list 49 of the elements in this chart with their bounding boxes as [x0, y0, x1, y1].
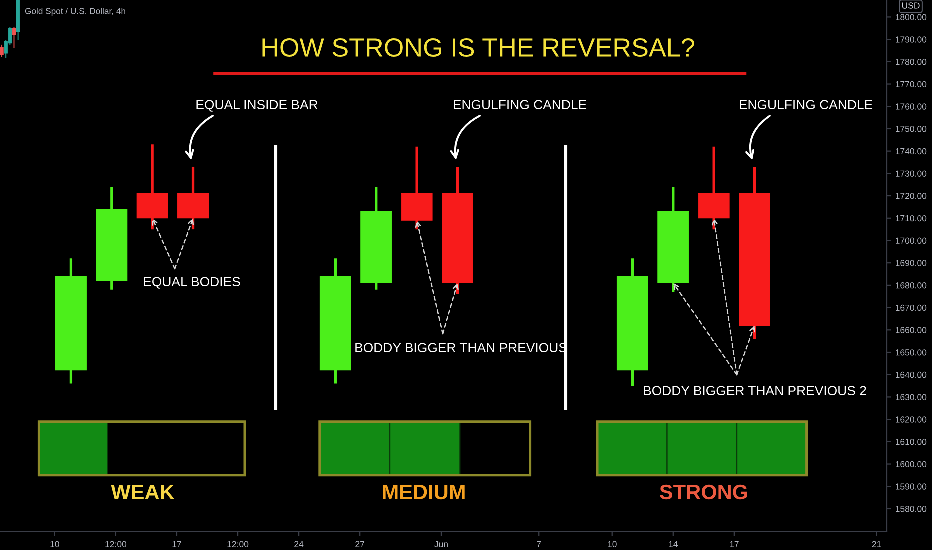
- x-tick-label: Jun: [434, 541, 448, 548]
- annotation: ENGULFING CANDLE: [454, 100, 587, 110]
- y-tick-label: 1620.00: [896, 416, 927, 423]
- y-tick-label: 1740.00: [896, 148, 927, 155]
- x-tick-label: 7: [537, 541, 542, 548]
- x-tick-label: 12:00: [106, 541, 127, 548]
- annotation: Gold Spot / U.S. Dollar, 4h: [25, 8, 126, 16]
- y-tick-label: 1630.00: [896, 394, 927, 400]
- y-tick-label: 1800.00: [896, 14, 927, 20]
- x-tick-label: 17: [172, 541, 182, 548]
- y-tick-label: 1690.00: [896, 260, 927, 266]
- y-tick-label: 1610.00: [896, 438, 927, 446]
- y-tick-label: 1600.00: [896, 461, 927, 468]
- annotation: WEAK: [111, 485, 175, 500]
- y-tick-label: 1720.00: [896, 193, 927, 200]
- y-tick-label: 1760.00: [896, 104, 927, 110]
- annotation: EQUAL BODIES: [144, 277, 240, 289]
- y-tick-label: 1580.00: [896, 506, 927, 512]
- annotation: BODDY BIGGER THAN PREVIOUS: [356, 343, 567, 353]
- annotation: MEDIUM: [383, 485, 465, 500]
- text: USD: [902, 2, 920, 9]
- y-tick-label: 1660.00: [896, 327, 927, 334]
- y-tick-label: 1770.00: [896, 81, 927, 88]
- x-tick-label: 17: [730, 541, 739, 548]
- annotation: STRONG: [660, 484, 748, 500]
- x-tick-label: 21: [872, 541, 882, 548]
- text: HOW STRONG IS THE REVERSAL?: [262, 38, 694, 58]
- y-tick-label: 1640.00: [896, 372, 927, 378]
- x-tick-label: 14: [669, 541, 678, 548]
- x-tick-label: 24: [294, 541, 304, 548]
- y-tick-label: 1780.00: [896, 58, 927, 66]
- annotation: BODDY BIGGER THAN PREVIOUS 2: [644, 386, 866, 396]
- annotation: EQUAL INSIDE BAR: [196, 100, 318, 112]
- y-tick-label: 1750.00: [896, 126, 927, 132]
- y-tick-label: 1710.00: [896, 215, 927, 222]
- x-tick-label: 10: [50, 541, 60, 548]
- x-tick-label: 10: [608, 541, 617, 548]
- candlestick: [12, 26, 16, 49]
- x-tick-label: 12:00: [228, 541, 249, 548]
- y-tick-label: 1650.00: [896, 350, 927, 356]
- y-tick-label: 1670.00: [896, 304, 927, 312]
- candlestick: [0, 44, 4, 58]
- y-tick-label: 1680.00: [896, 282, 927, 289]
- annotation: ENGULFING CANDLE: [740, 100, 873, 110]
- y-tick-label: 1790.00: [896, 36, 927, 43]
- y-tick-label: 1590.00: [896, 484, 927, 490]
- y-tick-label: 1730.00: [896, 170, 927, 177]
- y-tick-label: 1700.00: [896, 238, 927, 244]
- x-tick-label: 27: [356, 541, 365, 548]
